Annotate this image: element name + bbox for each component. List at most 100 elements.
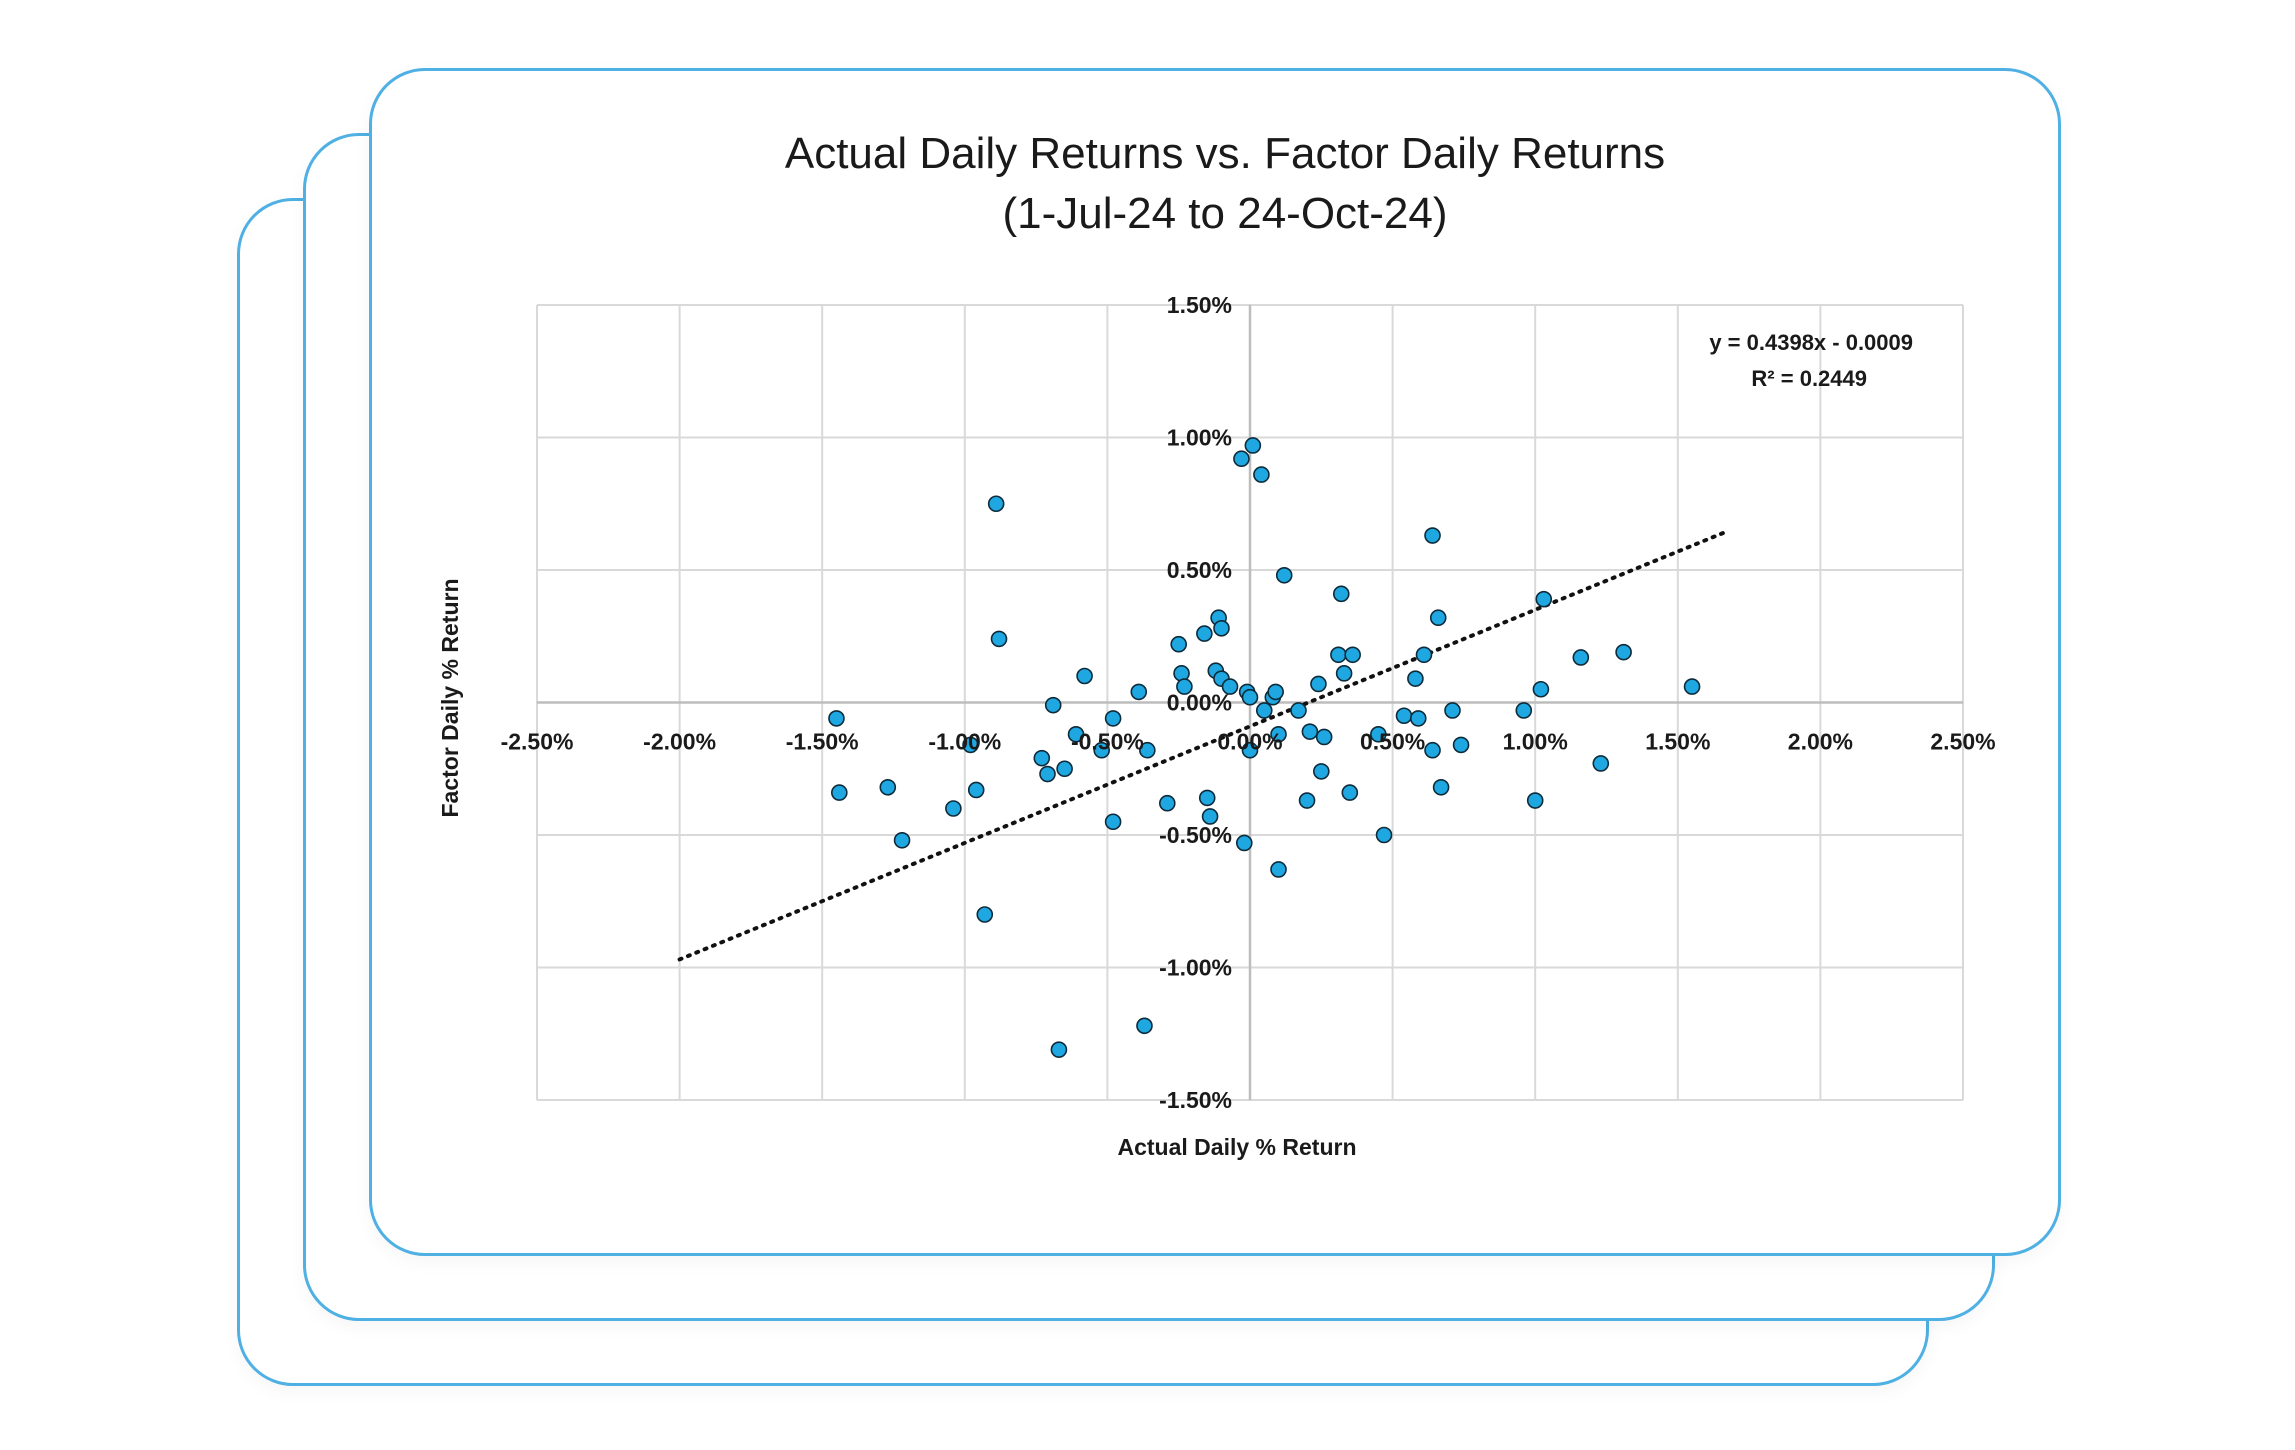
y-tick-labels: -1.50% -1.00% -0.50% 0.00% 0.50% 1.00% 1.50% — [1159, 292, 1232, 1113]
x-tick-label-2: -1.50% — [786, 729, 859, 755]
x-tick-labels: -2.50% -2.00% -1.50% -1.00% -0.50% 0.00% 0.50%… — [501, 729, 1996, 755]
data-point-64 — [1415, 646, 1433, 664]
data-point-60 — [1370, 725, 1387, 743]
x-tick-label-5: 0.00% — [1217, 729, 1282, 755]
data-point-50 — [1301, 723, 1319, 740]
data-point-22 — [1139, 741, 1156, 759]
data-point-48 — [1290, 702, 1307, 719]
data-point-47 — [1275, 566, 1293, 584]
data-point-52 — [1313, 763, 1330, 780]
data-point-9 — [990, 630, 1008, 648]
data-point-66 — [1424, 741, 1441, 759]
data-point-59 — [1375, 826, 1393, 844]
y-tick-label-5: 1.00% — [1167, 425, 1232, 451]
y-tick-label-0: -1.50% — [1159, 1087, 1232, 1113]
data-point-10 — [1033, 749, 1051, 767]
trendline-r-squared: R² = 0.2449 — [1751, 366, 1867, 391]
trendline-line — [677, 528, 1732, 962]
data-point-17 — [1093, 741, 1110, 759]
data-point-75 — [1572, 649, 1590, 666]
data-point-58 — [1344, 646, 1361, 664]
x-tick-label-3: -1.00% — [928, 729, 1001, 755]
data-point-13 — [1050, 1041, 1068, 1058]
trendline-equation: y = 0.4398x - 0.0009 — [1709, 330, 1913, 355]
chart-card — [369, 68, 2061, 1256]
data-point-42 — [1255, 702, 1273, 719]
data-point-40 — [1244, 437, 1262, 454]
data-point-49 — [1298, 792, 1316, 809]
data-point-34 — [1221, 678, 1239, 695]
data-point-12 — [1044, 696, 1062, 714]
data-point-71 — [1515, 702, 1533, 719]
data-point-72 — [1526, 792, 1544, 809]
data-point-11 — [1039, 765, 1056, 783]
x-tick-label-8: 1.50% — [1645, 729, 1710, 755]
y-tick-label-2: -0.50% — [1159, 822, 1232, 848]
data-point-38 — [1241, 688, 1259, 706]
data-point-70 — [1452, 736, 1470, 754]
data-point-25 — [1173, 665, 1190, 682]
y-axis-title: Factor Daily % Return — [437, 579, 463, 818]
chart-title-line-1: Actual Daily Returns vs. Factor Daily Re… — [785, 129, 1665, 178]
x-tick-label-0: -2.50% — [501, 729, 574, 755]
data-point-1 — [831, 784, 848, 801]
data-points — [828, 437, 1701, 1058]
data-point-23 — [1158, 794, 1176, 812]
x-tick-label-1: -2.00% — [643, 729, 716, 755]
x-tick-label-6: 0.50% — [1360, 729, 1425, 755]
data-point-0 — [828, 710, 845, 727]
data-point-2 — [879, 778, 897, 796]
data-point-44 — [1267, 683, 1284, 701]
data-point-51 — [1310, 675, 1327, 693]
data-point-55 — [1332, 585, 1350, 603]
data-point-27 — [1196, 625, 1213, 642]
data-point-19 — [1104, 813, 1122, 831]
data-point-77 — [1615, 643, 1632, 661]
data-point-20 — [1130, 683, 1148, 701]
data-point-46 — [1270, 725, 1287, 743]
data-point-28 — [1198, 789, 1216, 807]
data-point-35 — [1233, 450, 1250, 468]
data-point-5 — [962, 736, 979, 754]
data-point-68 — [1432, 778, 1450, 796]
data-point-69 — [1444, 702, 1461, 719]
data-point-56 — [1335, 665, 1353, 682]
data-point-63 — [1409, 710, 1427, 727]
data-point-26 — [1176, 678, 1193, 695]
data-point-36 — [1235, 834, 1253, 852]
x-tick-label-4: -0.50% — [1071, 729, 1144, 755]
data-point-73 — [1532, 680, 1550, 698]
data-point-67 — [1429, 609, 1447, 627]
data-point-4 — [945, 800, 962, 817]
x-tick-label-7: 1.00% — [1503, 729, 1568, 755]
x-tick-label-9: 2.00% — [1788, 729, 1853, 755]
data-point-32 — [1213, 619, 1230, 637]
data-point-21 — [1136, 1017, 1153, 1035]
y-tick-label-4: 0.50% — [1167, 557, 1232, 583]
data-point-24 — [1170, 635, 1187, 653]
data-point-18 — [1104, 710, 1122, 727]
data-point-8 — [987, 495, 1005, 513]
trendline — [677, 528, 1732, 962]
y-tick-label-6: 1.50% — [1167, 292, 1232, 318]
data-point-57 — [1341, 784, 1359, 801]
data-point-53 — [1315, 728, 1333, 746]
x-axis-title: Actual Daily % Return — [1118, 1134, 1357, 1160]
data-point-65 — [1424, 527, 1441, 544]
data-point-6 — [967, 781, 985, 799]
y-tick-label-1: -1.00% — [1159, 955, 1232, 981]
data-point-39 — [1241, 741, 1259, 759]
data-point-14 — [1056, 760, 1073, 778]
data-point-74 — [1535, 590, 1553, 608]
data-point-15 — [1067, 725, 1085, 743]
x-tick-label-10: 2.50% — [1930, 729, 1995, 755]
data-point-61 — [1395, 707, 1413, 725]
data-point-78 — [1683, 678, 1701, 695]
data-point-45 — [1270, 861, 1287, 878]
data-point-41 — [1253, 466, 1270, 483]
data-point-62 — [1407, 670, 1424, 687]
data-point-54 — [1330, 646, 1347, 664]
chart-title-line-2: (1-Jul-24 to 24-Oct-24) — [1002, 189, 1447, 238]
data-point-29 — [1201, 808, 1219, 825]
